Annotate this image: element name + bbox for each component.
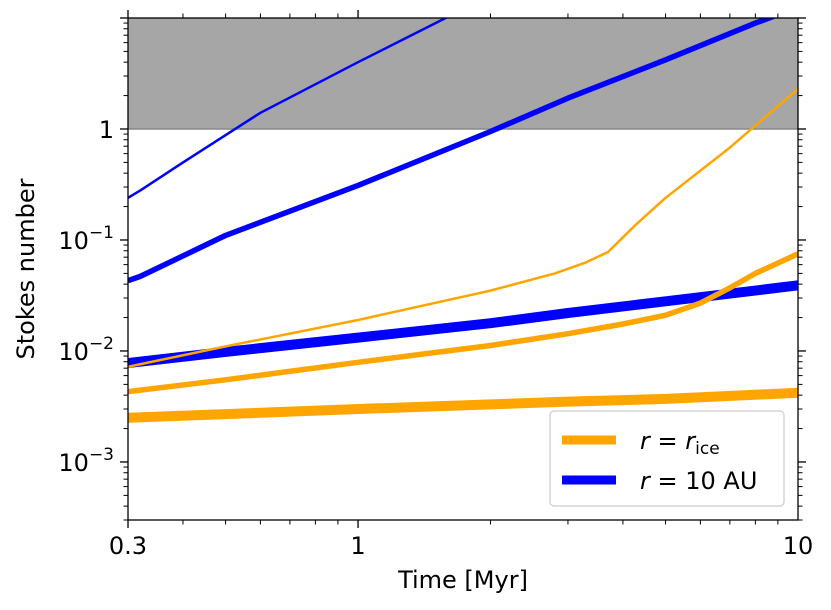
shaded-region [128, 18, 798, 129]
plot-frame [127, 17, 799, 521]
x-tick-label: 0.3 [109, 532, 147, 560]
series-orange-thick [128, 387, 798, 423]
y-tick-label: 1 [99, 116, 114, 144]
legend: r = rice r = 10 AU [549, 410, 785, 507]
series-orange-thin [128, 87, 798, 369]
series-blue-medium [128, 18, 777, 284]
y-tick-label: 10−3 [58, 445, 114, 477]
series-orange-medium [128, 251, 798, 395]
series-blue-thick [128, 280, 798, 368]
series-blue-thin [128, 18, 449, 199]
x-axis-label: Time [Myr] [397, 566, 528, 594]
y-tick-label: 10−1 [58, 223, 114, 255]
x-tick-label: 1 [350, 532, 365, 560]
legend-label: r = 10 AU [640, 467, 757, 495]
legend-label: r = rice [640, 427, 720, 459]
y-tick-label: 10−2 [58, 334, 114, 366]
x-tick-label: 10 [783, 532, 814, 560]
y-axis-label: Stokes number [12, 178, 40, 359]
